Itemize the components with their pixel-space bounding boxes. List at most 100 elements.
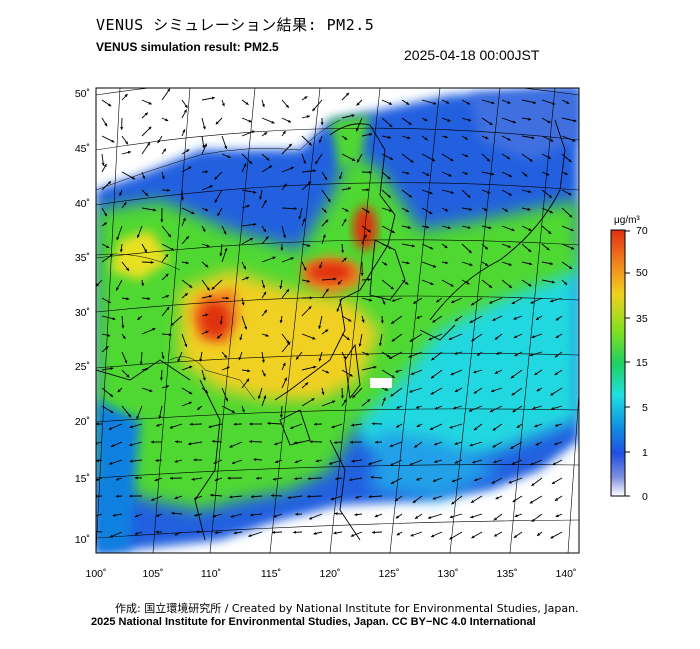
wind-arrow-head	[293, 441, 297, 445]
wind-arrow-head	[469, 263, 473, 266]
wind-arrow-head	[568, 159, 572, 163]
wind-arrow-head	[491, 480, 495, 484]
wind-arrow-head	[127, 150, 131, 154]
lat-tick-label: 20˚	[75, 416, 90, 428]
datetime-label: 2025-04-18 00:00JST	[404, 47, 540, 63]
wind-arrow-head	[453, 406, 457, 410]
wind-arrow-head	[407, 136, 411, 140]
wind-arrow-head	[96, 478, 99, 481]
wind-arrow-head	[551, 481, 556, 484]
wind-arrow-head	[333, 277, 337, 281]
wind-arrow-head	[464, 136, 468, 140]
wind-arrow-head	[303, 267, 307, 271]
wind-arrow-head	[369, 298, 373, 302]
wind-arrow-head	[569, 266, 573, 269]
wind-arrow-head	[150, 260, 154, 264]
wind-arrow-head	[464, 171, 468, 175]
wind-arrow-head	[126, 267, 129, 271]
wind-arrow-head	[345, 92, 349, 96]
wind-arrow-head	[258, 395, 261, 399]
wind-arrow-head	[347, 187, 351, 191]
wind-arrow-head	[175, 440, 178, 444]
wind-arrow-head	[226, 296, 229, 300]
wind-arrow-head	[337, 281, 341, 285]
wind-arrow-head	[390, 286, 394, 290]
wind-arrow-head	[307, 494, 311, 498]
colorbar-tick: 5	[642, 402, 648, 414]
wind-arrow-head	[183, 109, 187, 113]
wind-arrow-head	[214, 478, 218, 482]
wind-arrow-head	[344, 136, 348, 140]
wind-arrow-head	[229, 444, 233, 448]
wind-arrow-head	[415, 515, 419, 519]
wind-arrow-head	[454, 460, 458, 464]
wind-arrow-head	[536, 317, 540, 320]
wind-arrow-head	[191, 211, 195, 215]
wind-arrow-head	[454, 389, 459, 392]
wind-arrow-head	[231, 409, 235, 413]
wind-arrow-head	[471, 535, 475, 539]
wind-arrow-head	[215, 121, 219, 125]
wind-arrow-head	[210, 493, 214, 497]
wind-arrow-head	[389, 444, 393, 447]
wind-arrow-head	[191, 477, 195, 481]
wind-arrow-head	[546, 172, 550, 176]
wind-arrow-head	[109, 254, 113, 258]
wind-arrow-head	[246, 378, 250, 382]
wind-arrow-head	[256, 476, 259, 480]
wind-arrow-head	[125, 141, 128, 145]
wind-arrow-head	[369, 133, 373, 136]
wind-arrow-head	[492, 318, 496, 321]
wind-arrow-head	[532, 101, 536, 104]
wind-arrow-head	[182, 217, 186, 221]
wind-arrow-head	[197, 406, 201, 410]
wind-arrow-head	[511, 392, 515, 396]
lon-tick-label: 110˚	[201, 568, 221, 580]
wind-arrow-head	[387, 135, 391, 139]
wind-arrow-head	[510, 446, 514, 449]
wind-arrow-head	[109, 534, 113, 538]
wind-arrow-head	[165, 295, 170, 298]
wind-arrow-head	[396, 424, 400, 428]
wind-arrow-head	[358, 343, 362, 347]
wind-arrow-head	[534, 424, 538, 428]
wind-arrow-head	[123, 202, 127, 206]
wind-arrow-head	[104, 123, 108, 127]
title-japanese: VENUS シミュレーション結果: PM2.5	[96, 16, 375, 34]
wind-arrow-head	[184, 293, 188, 297]
wind-arrow-head	[171, 511, 175, 515]
wind-arrow-head	[430, 391, 434, 395]
wind-arrow-head	[174, 496, 178, 500]
wind-arrow-head	[229, 495, 233, 499]
wind-arrow-head	[564, 172, 568, 175]
wind-arrow-head	[334, 512, 338, 516]
wind-arrow-head	[466, 281, 470, 285]
wind-arrow-head	[309, 296, 313, 300]
wind-arrow-head	[152, 328, 156, 331]
wind-arrow-head	[231, 461, 235, 464]
colorbar-tick: 50	[636, 267, 648, 279]
wind-arrow-head	[253, 190, 257, 194]
wind-arrow-head	[471, 338, 475, 342]
wind-arrow-head	[570, 228, 574, 232]
wind-arrow-head	[495, 496, 499, 500]
wind-arrow-head	[430, 246, 434, 250]
wind-arrow-head	[333, 531, 337, 535]
wind-arrow-head	[469, 207, 473, 211]
wind-arrow-head	[307, 477, 311, 481]
wind-arrow-head	[211, 96, 215, 100]
wind-arrow-head	[329, 461, 333, 465]
wind-arrow-head	[103, 163, 107, 168]
wind-arrow-head	[368, 495, 372, 499]
wind-arrow-head	[355, 495, 359, 499]
wind-arrow-head	[386, 354, 391, 358]
wind-arrow-head	[473, 427, 477, 431]
wind-arrow-head	[357, 159, 360, 163]
wind-arrow-head	[447, 226, 451, 230]
wind-arrow-head	[282, 362, 286, 366]
wind-arrow-head	[432, 496, 436, 500]
wind-arrow-head	[429, 427, 434, 430]
wind-arrow-head	[245, 276, 249, 280]
wind-arrow-head	[308, 181, 312, 185]
wind-arrow-head	[466, 101, 470, 105]
